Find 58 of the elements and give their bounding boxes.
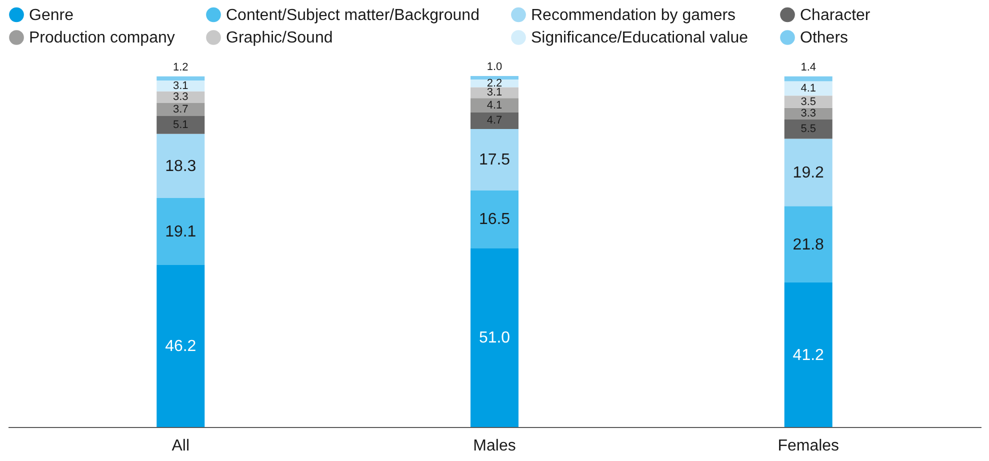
bar (470, 190, 518, 248)
bar (784, 138, 832, 206)
legend-label: Production company (29, 30, 175, 46)
data-label: 51.0 (478, 330, 510, 347)
data-label: 19.1 (165, 224, 196, 241)
x-tick-label: All (172, 438, 190, 454)
data-label: 1.2 (172, 61, 188, 74)
legend-label: Genre (29, 6, 74, 24)
legend-label: Content/Subject matter/Background (226, 6, 480, 24)
data-label: 3.5 (800, 96, 816, 108)
data-label: 21.8 (792, 236, 824, 254)
bar (784, 81, 832, 96)
bar (784, 76, 832, 82)
data-label: 41.2 (792, 346, 824, 364)
bar (156, 91, 205, 103)
data-label: 4.1 (486, 99, 502, 112)
data-label: 5.1 (172, 118, 188, 131)
x-tick-label: Males (473, 438, 516, 454)
bar (470, 76, 518, 80)
bar (470, 87, 518, 98)
data-label: 18.3 (165, 158, 196, 175)
bar (784, 108, 832, 120)
bar (156, 103, 205, 116)
data-label: 1.0 (486, 61, 502, 73)
bar (156, 116, 205, 134)
data-label: 3.1 (486, 86, 502, 99)
data-label: 1.4 (800, 61, 816, 74)
bar (156, 80, 205, 92)
legend-label: Graphic/Sound (226, 30, 333, 46)
data-label: 4.1 (800, 82, 816, 94)
data-label: 3.3 (800, 108, 816, 120)
x-tick-label: Females (778, 438, 840, 454)
data-label: 16.5 (478, 211, 510, 228)
data-label: 19.2 (792, 164, 824, 182)
data-label: 46.2 (165, 338, 196, 355)
data-label: 3.1 (172, 80, 188, 92)
bar (784, 206, 832, 283)
bar (470, 128, 518, 190)
data-label: 5.5 (800, 123, 816, 136)
bar (470, 112, 518, 129)
legend-label: Recommendation by gamers (531, 6, 736, 24)
legend-label: Character (800, 6, 871, 24)
bar (470, 98, 518, 112)
bar (784, 96, 832, 108)
bar (156, 76, 205, 81)
bar (156, 265, 205, 427)
bar (470, 248, 518, 427)
data-label: 4.7 (486, 114, 502, 127)
bar (784, 119, 832, 139)
bar (156, 198, 205, 265)
data-label: 3.7 (172, 103, 188, 116)
legend-label: Significance/Educational value (531, 30, 748, 46)
data-label: 3.3 (172, 91, 188, 104)
legend-label: Others (800, 30, 848, 46)
data-label: 17.5 (478, 152, 510, 169)
bar (784, 282, 832, 427)
data-label: 2.2 (486, 77, 502, 90)
bar (156, 134, 205, 198)
